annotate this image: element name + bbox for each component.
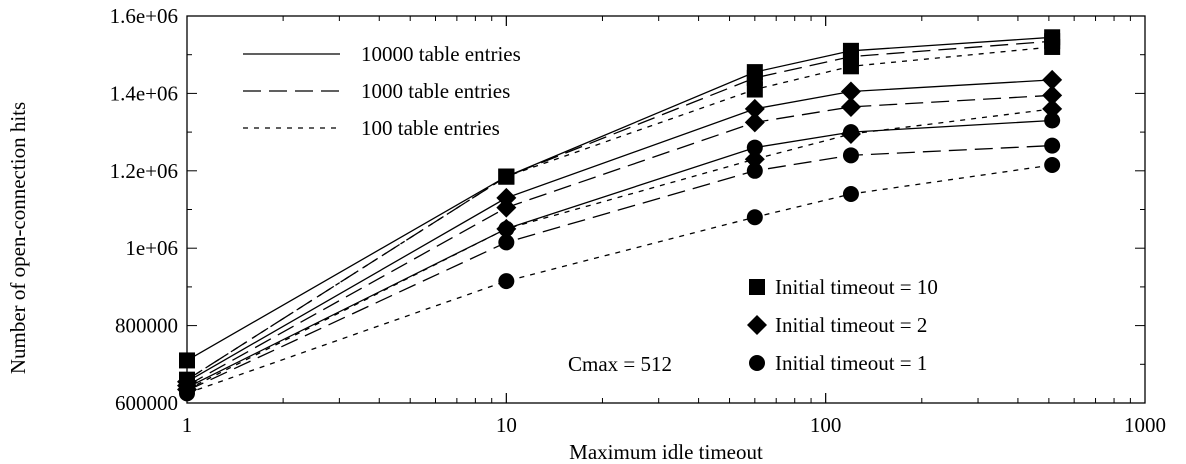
data-point-circle: [746, 209, 763, 226]
data-point-square: [179, 352, 195, 369]
data-point-circle: [746, 162, 763, 179]
data-point-square: [746, 81, 763, 98]
y-tick-label: 800000: [115, 314, 178, 338]
data-point-circle: [746, 139, 763, 156]
y-tick-label: 600000: [115, 391, 178, 415]
data-point-diamond: [744, 149, 765, 170]
axis-tick-labels: 1 10 100 1000 600000 800000 1e+06 1.2e+06 1.4e+0…: [110, 4, 1166, 437]
series-line: [186, 108, 1053, 391]
y-tick-label: 1.4e+06: [110, 81, 178, 105]
y-tick-label: 1e+06: [125, 236, 178, 260]
legend-marker-diamond: [747, 315, 767, 335]
x-tick-label: 10: [496, 413, 517, 437]
data-point-diamond: [1042, 85, 1063, 106]
data-point-diamond: [840, 96, 861, 117]
data-point-circle: [1044, 112, 1061, 129]
data-point-circle: [1044, 137, 1061, 154]
data-point-circle: [498, 220, 515, 237]
legend-marker-label: Initial timeout = 2: [775, 313, 927, 337]
data-point-circle: [1044, 156, 1061, 173]
series-line: [186, 94, 1053, 387]
data-point-circle: [842, 186, 859, 203]
data-point-diamond: [1042, 98, 1063, 119]
legend-marker-label: Initial timeout = 1: [775, 351, 927, 375]
plot-frame: [186, 15, 1146, 404]
data-point-diamond: [744, 112, 765, 133]
data-point-diamond: [1042, 69, 1063, 90]
data-point-circle: [842, 147, 859, 164]
series-lines: [186, 36, 1053, 394]
cmax-annotation: Cmax = 512: [568, 352, 672, 376]
data-point-square: [1044, 38, 1061, 55]
y-tick-label: 1.6e+06: [110, 4, 178, 28]
data-point-circle: [498, 234, 515, 251]
data-point-diamond: [496, 197, 517, 218]
y-tick-label: 1.2e+06: [110, 159, 178, 183]
legend: 10000 table entries 1000 table entries 100…: [243, 42, 938, 375]
data-point-diamond: [744, 98, 765, 119]
x-tick-label: 1: [182, 413, 193, 437]
data-point-square: [842, 58, 859, 75]
series-line: [186, 36, 1053, 361]
legend-line-label: 10000 table entries: [361, 42, 521, 66]
legend-marker-circle: [749, 355, 765, 371]
data-point-circle: [498, 273, 515, 290]
y-axis-label: Number of open-connection hits: [6, 102, 30, 374]
series-line: [186, 119, 1053, 389]
x-tick-label: 1000: [1124, 413, 1166, 437]
x-axis-label: Maximum idle timeout: [569, 440, 763, 464]
x-tick-label: 100: [810, 413, 842, 437]
data-point-diamond: [840, 81, 861, 102]
legend-marker-label: Initial timeout = 10: [775, 275, 938, 299]
plot-area: [186, 15, 1146, 404]
legend-line-label: 1000 table entries: [361, 79, 510, 103]
series-line: [186, 40, 1053, 381]
series-markers: [177, 29, 1063, 402]
data-point-circle: [179, 385, 195, 402]
data-point-square: [498, 168, 515, 185]
legend-marker-square: [749, 279, 765, 295]
axis-ticks: [186, 15, 1146, 404]
data-point-circle: [842, 124, 859, 141]
legend-line-label: 100 table entries: [361, 116, 500, 140]
